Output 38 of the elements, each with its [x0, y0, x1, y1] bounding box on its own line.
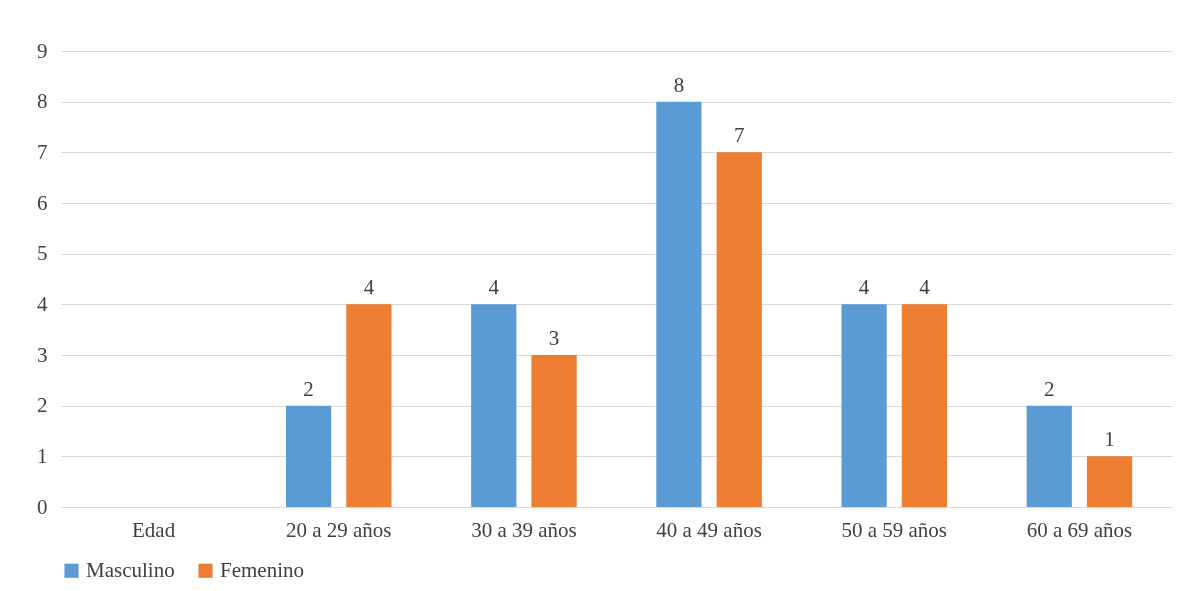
bar: [1086, 456, 1133, 507]
data-label: 8: [673, 72, 685, 97]
bar: [346, 304, 392, 507]
x-tick-label: 20 a 29 años: [285, 517, 392, 542]
y-tick-label: 2: [37, 393, 48, 418]
data-label: 4: [488, 275, 500, 300]
legend-label: Femenino: [220, 557, 304, 582]
data-label: 2: [303, 376, 314, 401]
x-tick-label: Edad: [132, 517, 176, 542]
x-tick-label: 40 a 49 años: [656, 517, 762, 542]
bar: [841, 304, 887, 507]
data-label: 2: [1044, 376, 1055, 401]
data-label: 3: [548, 326, 560, 350]
bar: [1026, 405, 1072, 507]
bar: [471, 304, 517, 507]
x-tick-label: 50 a 59 años: [841, 517, 948, 542]
data-label: 1: [1104, 427, 1115, 452]
x-tick-label: 60 a 69 años: [1026, 517, 1133, 542]
bar: [656, 101, 702, 507]
y-tick-label: 0: [37, 494, 48, 519]
y-tick-label: 3: [37, 342, 48, 367]
y-tick-label: 7: [37, 139, 48, 164]
y-tick-label: 6: [37, 190, 48, 215]
bar: [531, 355, 577, 507]
legend-label: Masculino: [86, 557, 175, 582]
y-tick-label: 1: [37, 443, 48, 468]
y-tick-label: 9: [37, 38, 48, 63]
data-label: 7: [733, 123, 745, 148]
bar: [285, 405, 332, 507]
data-label: 4: [919, 275, 931, 300]
y-tick-label: 5: [37, 241, 48, 266]
data-label: 4: [858, 275, 870, 300]
y-tick-label: 4: [37, 291, 48, 316]
x-tick-label: 30 a 39 años: [471, 517, 577, 542]
data-label: 4: [363, 275, 375, 300]
bar: [901, 304, 948, 507]
bar: [716, 152, 762, 507]
y-tick-label: 8: [37, 89, 48, 114]
